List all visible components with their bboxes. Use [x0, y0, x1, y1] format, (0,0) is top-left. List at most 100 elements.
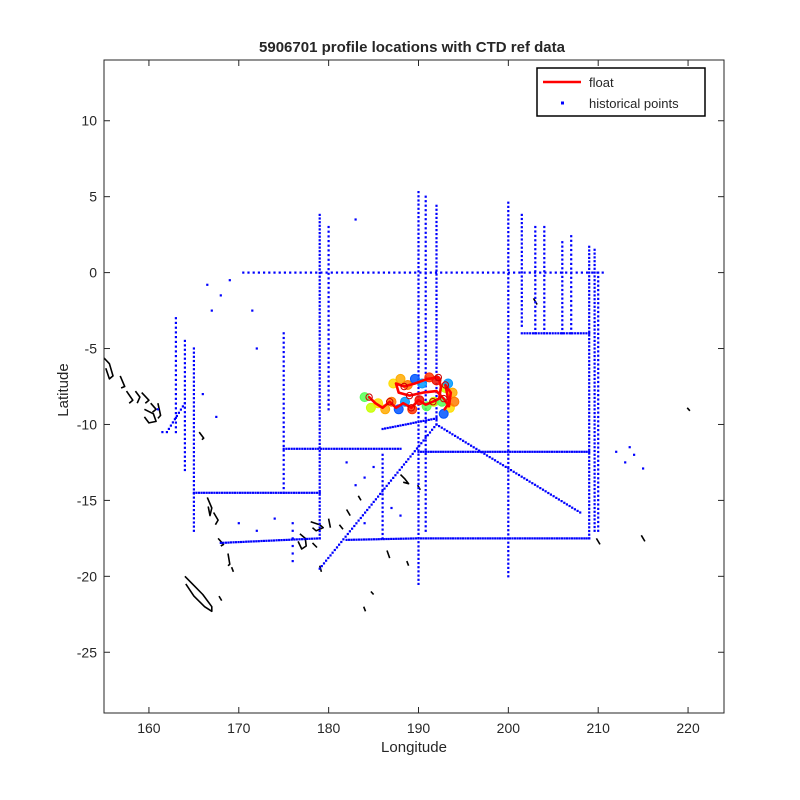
historical-point-932: [553, 450, 556, 453]
historical-point-768: [593, 442, 596, 445]
historical-point-1288: [372, 500, 375, 503]
historical-point-467: [507, 377, 510, 381]
historical-point-450: [507, 306, 510, 309]
historical-point-1103: [298, 491, 301, 494]
historical-point-727: [593, 286, 596, 289]
historical-point-775: [593, 468, 596, 472]
historical-point-1404: [174, 388, 177, 391]
historical-point-180: [327, 319, 330, 322]
historical-point-629: [570, 299, 573, 303]
historical-point-161: [327, 230, 330, 233]
historical-point-147: [318, 493, 321, 496]
coastline-17: [310, 520, 325, 532]
historical-point-1401: [174, 374, 177, 377]
historical-point-1156: [355, 538, 358, 541]
historical-point-85: [318, 268, 321, 271]
historical-point-410: [435, 366, 438, 369]
historical-point-216: [417, 257, 420, 260]
historical-point-1115: [227, 541, 230, 544]
historical-point-671: [588, 371, 591, 374]
historical-point-78: [318, 242, 321, 246]
historical-point-810: [597, 350, 600, 353]
historical-point-1130: [265, 539, 268, 542]
historical-point-1369: [183, 384, 186, 387]
historical-point-1260: [433, 426, 436, 429]
historical-point-340: [424, 398, 427, 401]
historical-point-787: [593, 514, 596, 517]
historical-point-643: [588, 267, 591, 270]
historical-point-125: [318, 413, 321, 416]
historical-point-60: [554, 271, 557, 274]
historical-point-421: [435, 411, 438, 414]
historical-point-651: [588, 297, 591, 300]
historical-point-1241: [533, 483, 537, 486]
historical-point-790: [593, 525, 596, 529]
historical-point-403: [435, 338, 438, 341]
historical-point-237: [417, 345, 420, 348]
historical-point-239: [417, 353, 420, 356]
historical-point-499: [507, 512, 510, 515]
historical-point-918: [518, 450, 521, 453]
historical-point-463: [507, 361, 510, 364]
historical-point-1195: [414, 421, 417, 424]
historical-point-570: [543, 234, 546, 237]
historical-point-1357: [192, 525, 195, 528]
historical-point-1463: [381, 471, 384, 474]
historical-point-1385: [183, 455, 186, 458]
historical-point-98: [318, 315, 321, 318]
historical-point-1281: [387, 482, 390, 485]
historical-point-235: [417, 336, 420, 340]
historical-point-507: [507, 545, 510, 548]
historical-point-545: [534, 234, 537, 237]
historical-point-358: [424, 480, 427, 483]
historical-point-573: [543, 248, 546, 251]
historical-point-915: [511, 450, 514, 453]
historical-point-264: [417, 457, 420, 460]
historical-point-12: [304, 271, 307, 274]
historical-point-409: [435, 362, 438, 365]
historical-point-1237: [523, 477, 526, 480]
historical-point-1444: [282, 426, 285, 429]
historical-point-1419: [175, 414, 178, 418]
historical-point-179: [327, 314, 330, 317]
historical-point-1150: [316, 537, 319, 540]
float-profile-ring-0: [365, 393, 373, 401]
historical-point-613: [561, 327, 564, 331]
historical-point-792: [597, 271, 600, 274]
historical-point-440: [507, 264, 510, 267]
historical-point-950: [424, 537, 427, 540]
historical-point-1002: [553, 537, 556, 540]
plot-area: [104, 191, 691, 613]
historical-point-694: [588, 456, 591, 459]
historical-point-339: [424, 394, 427, 397]
historical-point-854: [526, 332, 529, 335]
historical-point-723: [593, 271, 596, 274]
historical-point-818: [597, 385, 600, 388]
historical-point-307: [424, 249, 427, 252]
historical-point-504: [507, 533, 510, 536]
historical-point-620: [570, 258, 573, 261]
historical-point-1118: [234, 541, 238, 544]
historical-point-1470: [381, 502, 384, 505]
historical-point-826: [597, 420, 600, 423]
historical-point-1486: [210, 309, 213, 312]
historical-point-230: [417, 316, 420, 319]
historical-point-189: [327, 361, 330, 364]
historical-point-1322: [192, 380, 195, 383]
historical-point-624: [570, 276, 573, 279]
historical-point-462: [507, 357, 510, 360]
historical-point-275: [417, 503, 420, 506]
historical-point-791: [593, 529, 596, 532]
historical-point-1134: [275, 539, 278, 542]
historical-point-1504: [251, 309, 254, 312]
historical-point-498: [507, 508, 510, 511]
historical-point-363: [424, 502, 427, 505]
historical-point-759: [593, 408, 596, 411]
historical-point-666: [588, 352, 591, 355]
historical-point-1338: [192, 446, 195, 449]
historical-point-779: [593, 484, 596, 487]
historical-point-902: [479, 450, 482, 453]
historical-point-1101: [292, 491, 296, 494]
historical-point-1161: [367, 538, 370, 541]
